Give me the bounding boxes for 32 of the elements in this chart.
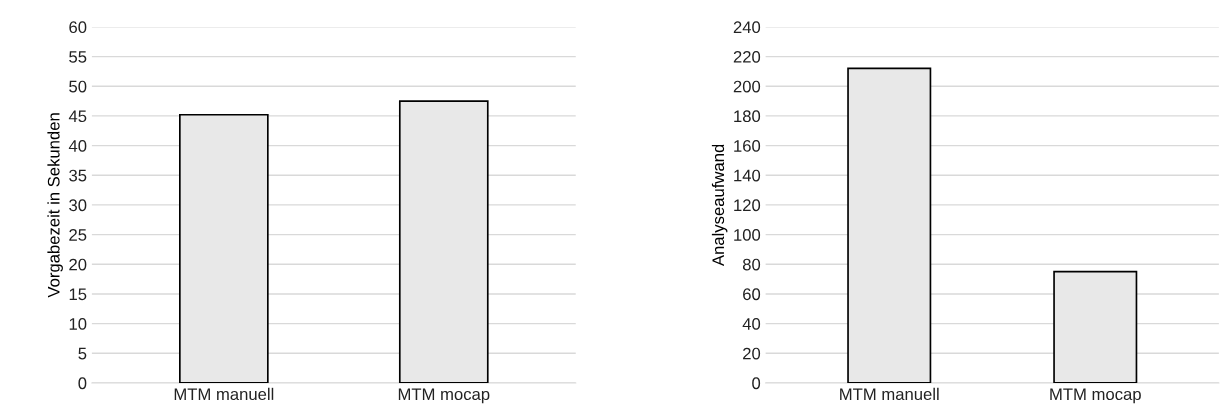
y-tick-label: 50 bbox=[69, 80, 87, 93]
y-tick-label: 0 bbox=[78, 377, 87, 390]
y-tick-label: 100 bbox=[734, 229, 761, 241]
x-tick-label: MTM manuell bbox=[174, 387, 274, 401]
y-tick-label: 25 bbox=[69, 229, 87, 241]
y-tick-label: 140 bbox=[734, 169, 761, 182]
y-tick-label: 55 bbox=[69, 51, 87, 63]
y-tick-label: 15 bbox=[69, 288, 87, 301]
y-axis-title: Vorgabezeit in Sekunden bbox=[47, 113, 63, 298]
y-tick-label: 120 bbox=[734, 199, 761, 212]
y-tick-label: 40 bbox=[68, 139, 87, 152]
y-tick-label: 20 bbox=[743, 347, 761, 360]
y-tick-label: 10 bbox=[69, 318, 87, 330]
y-tick-label: 60 bbox=[743, 288, 761, 301]
y-tick-label: 40 bbox=[742, 318, 761, 330]
y-tick-label: 60 bbox=[69, 21, 87, 34]
x-tick-label: MTM manuell bbox=[840, 387, 939, 401]
y-axis-title: Analyseaufwand bbox=[711, 144, 728, 267]
y-tick-label: 80 bbox=[742, 258, 761, 271]
y-tick-label: 160 bbox=[734, 139, 761, 152]
y-tick-label: 5 bbox=[78, 347, 87, 360]
y-tick-label: 20 bbox=[69, 258, 87, 271]
x-tick-label: MTM mocap bbox=[398, 388, 490, 404]
y-tick-label: 180 bbox=[734, 110, 761, 123]
y-tick-label: 35 bbox=[69, 169, 87, 182]
y-tick-label: 30 bbox=[69, 199, 87, 212]
y-tick-label: 240 bbox=[733, 21, 761, 34]
y-tick-label: 0 bbox=[752, 377, 761, 390]
y-tick-label: 45 bbox=[68, 110, 87, 123]
y-tick-label: 220 bbox=[733, 50, 761, 63]
y-tick-label: 200 bbox=[733, 80, 761, 93]
x-tick-label: MTM mocap bbox=[1050, 388, 1141, 404]
